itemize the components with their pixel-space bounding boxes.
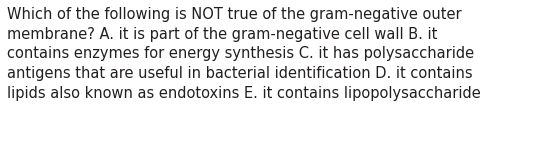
Text: Which of the following is NOT true of the gram-negative outer
membrane? A. it is: Which of the following is NOT true of th… bbox=[7, 7, 481, 101]
